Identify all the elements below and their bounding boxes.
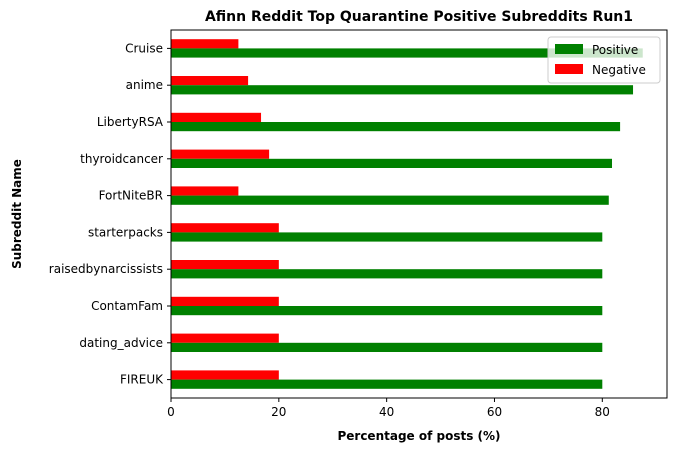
bar-negative-fireuk	[171, 370, 279, 380]
legend: Positive Negative	[547, 36, 661, 84]
y-tick-label-fireuk: FIREUK	[120, 373, 164, 387]
y-tick-label-fortnitebr: FortNiteBR	[99, 189, 163, 203]
bar-negative-thyroidcancer	[171, 149, 270, 159]
x-tick-label-60: 60	[487, 405, 502, 419]
bar-positive-fireuk	[171, 379, 603, 389]
y-tick-label-cruise: Cruise	[125, 41, 163, 55]
bar-negative-cruise	[171, 39, 239, 49]
x-axis-label: Percentage of posts (%)	[337, 429, 500, 443]
y-axis-label: Subreddit Name	[10, 159, 24, 269]
bar-positive-thyroidcancer	[171, 158, 613, 168]
bar-positive-dating-advice	[171, 342, 603, 352]
y-tick-label-dating-advice: dating_advice	[79, 336, 163, 350]
bar-negative-dating-advice	[171, 333, 279, 343]
legend-label-negative: Negative	[592, 63, 646, 77]
bar-positive-contamfam	[171, 306, 603, 316]
y-axis-ticks: Cruise anime LibertyRSA thyroidcancer FortNi…	[49, 41, 171, 387]
bar-negative-fortnitebr	[171, 186, 239, 196]
bar-negative-anime	[171, 76, 249, 86]
bars-group	[171, 39, 643, 389]
bar-negative-starterpacks	[171, 223, 279, 233]
bar-negative-contamfam	[171, 296, 279, 306]
y-tick-label-thyroidcancer: thyroidcancer	[80, 152, 163, 166]
x-tick-label-80: 80	[595, 405, 610, 419]
bar-positive-libertyrsa	[171, 122, 621, 132]
plot-frame	[170, 29, 668, 399]
bar-positive-starterpacks	[171, 232, 603, 242]
x-axis-ticks: 0 20 40 60 80	[167, 398, 610, 419]
y-tick-label-anime: anime	[126, 78, 163, 92]
y-tick-label-raisedbynarcissists: raisedbynarcissists	[49, 262, 163, 276]
y-tick-label-libertyrsa: LibertyRSA	[97, 115, 164, 129]
bar-positive-raisedbynarcissists	[171, 269, 603, 279]
bar-negative-libertyrsa	[171, 112, 262, 122]
x-tick-label-0: 0	[167, 405, 175, 419]
x-tick-label-40: 40	[379, 405, 394, 419]
bar-positive-cruise	[171, 48, 643, 58]
y-tick-label-starterpacks: starterpacks	[88, 225, 163, 239]
bar-positive-fortnitebr	[171, 195, 609, 205]
legend-swatch-negative	[555, 64, 583, 74]
legend-label-positive: Positive	[592, 43, 638, 57]
chart-title: Afinn Reddit Top Quarantine Positive Sub…	[205, 9, 633, 25]
x-tick-label-20: 20	[271, 405, 286, 419]
bar-positive-anime	[171, 85, 634, 95]
bar-negative-raisedbynarcissists	[171, 260, 279, 270]
y-tick-label-contamfam: ContamFam	[91, 299, 163, 313]
legend-swatch-positive	[555, 44, 583, 54]
